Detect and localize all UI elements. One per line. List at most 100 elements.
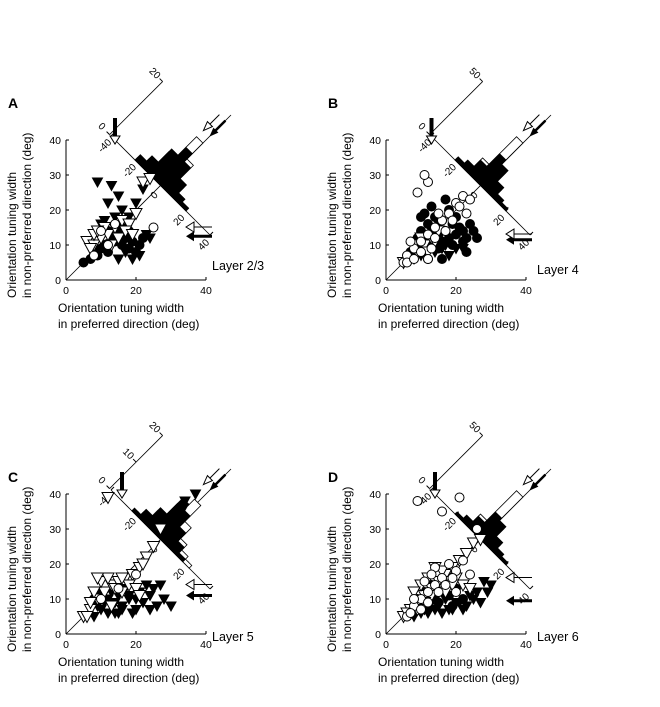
diff-tick-label: -20 xyxy=(441,516,459,534)
data-point-filled-triangle xyxy=(144,233,156,245)
y-tick-label: 0 xyxy=(55,629,61,641)
data-point-filled-circle xyxy=(416,212,426,222)
data-point-filled-triangle xyxy=(165,601,177,613)
hist-mean-open-arrow-head xyxy=(522,120,534,132)
layer-label: Layer 2/3 xyxy=(212,259,264,273)
data-point-open-triangle xyxy=(115,572,129,586)
x-tick-label: 0 xyxy=(63,285,69,297)
data-point-open-triangle xyxy=(111,232,126,246)
data-point-filled-triangle xyxy=(474,598,487,609)
hist-bar-filled xyxy=(166,178,188,199)
y-axis-label-line: Orientation tuning width xyxy=(325,172,339,298)
data-point-open-circle xyxy=(440,226,451,236)
panel-letter: B xyxy=(328,95,338,111)
x-axis-label: in preferred direction (deg) xyxy=(58,317,199,331)
y-axis-label-line: Orientation tuning width xyxy=(325,526,339,652)
data-point-open-triangle xyxy=(459,548,474,561)
data-point-filled-triangle xyxy=(450,598,462,609)
x-axis-label: Orientation tuning width xyxy=(378,655,504,669)
pref-mean-arrow-head xyxy=(429,489,441,499)
count-tick-mark xyxy=(159,432,163,436)
hist-bar-filled xyxy=(492,547,505,560)
hist-bar-filled xyxy=(175,552,186,563)
data-point-open-circle xyxy=(465,569,475,580)
diff-tick-mark xyxy=(110,486,115,491)
x-axis-label: in preferred direction (deg) xyxy=(58,671,199,685)
data-point-open-triangle xyxy=(83,243,98,256)
data-point-filled-triangle xyxy=(457,244,469,255)
pref-mean-arrow-head xyxy=(116,489,128,499)
y-tick-label: 20 xyxy=(369,205,381,217)
x-tick-label: 0 xyxy=(383,639,389,651)
y-tick-label: 20 xyxy=(49,559,61,571)
nonpref-mean-arrow-open-head xyxy=(505,228,515,240)
count-tick-mark xyxy=(159,78,163,82)
data-point-open-circle xyxy=(110,219,120,229)
data-point-filled-triangle xyxy=(133,251,146,262)
count-axis xyxy=(429,435,483,489)
count-tick-mark xyxy=(426,485,430,489)
y-axis-label-line: in non-preferred direction (deg) xyxy=(340,487,354,652)
data-point-open-triangle xyxy=(129,583,143,596)
x-axis-label: Orientation tuning width xyxy=(378,301,504,315)
data-point-filled-triangle xyxy=(126,254,139,266)
data-point-open-circle xyxy=(465,194,475,205)
data-point-open-triangle xyxy=(463,583,477,596)
diff-tick-mark xyxy=(529,585,534,590)
data-point-filled-triangle xyxy=(485,580,497,592)
data-point-open-triangle xyxy=(80,611,94,624)
panel-letter: C xyxy=(8,469,18,485)
x-axis-label: in preferred direction (deg) xyxy=(378,317,519,331)
x-tick-label: 20 xyxy=(130,639,142,651)
data-point-open-circle xyxy=(423,254,433,264)
y-tick-label: 20 xyxy=(49,205,61,217)
data-point-open-triangle xyxy=(132,590,147,603)
data-point-filled-triangle xyxy=(158,594,170,606)
hist-bar-filled xyxy=(479,163,509,193)
diff-tick-label: -20 xyxy=(441,162,459,180)
data-point-filled-triangle xyxy=(147,584,160,595)
data-point-filled-triangle xyxy=(130,198,142,210)
hist-bar-filled xyxy=(473,153,507,187)
data-point-open-triangle xyxy=(83,597,98,610)
data-point-open-circle xyxy=(412,187,423,198)
x-tick-label: 20 xyxy=(130,285,142,297)
count-tick-mark xyxy=(426,131,430,135)
hist-mean-arrow-head xyxy=(209,481,219,491)
data-point-filled-triangle xyxy=(112,608,125,620)
data-point-open-circle xyxy=(447,573,458,583)
data-point-open-circle xyxy=(423,587,433,597)
y-tick-label: 30 xyxy=(49,524,61,536)
data-point-filled-triangle xyxy=(119,247,132,259)
data-point-open-circle xyxy=(454,201,465,212)
nonpref-mean-arrow-open-head xyxy=(185,578,195,591)
layer-label: Layer 6 xyxy=(537,630,579,644)
data-point-filled-triangle xyxy=(478,577,490,588)
data-point-open-triangle xyxy=(136,176,150,190)
pref-mean-arrow-head xyxy=(109,135,121,145)
data-point-filled-triangle xyxy=(457,605,469,616)
data-point-open-circle xyxy=(447,215,458,226)
count-axis xyxy=(109,81,163,135)
data-point-open-circle xyxy=(437,506,447,517)
data-point-open-circle xyxy=(103,240,113,250)
data-point-open-circle xyxy=(416,236,426,247)
data-point-filled-triangle xyxy=(91,177,104,189)
data-point-open-circle xyxy=(113,583,124,594)
data-point-filled-triangle xyxy=(450,244,462,255)
data-point-filled-triangle xyxy=(144,591,156,602)
data-point-filled-triangle xyxy=(144,605,156,616)
hist-mean-open-arrow-head xyxy=(522,474,534,486)
hist-mean-arrow-head xyxy=(529,127,539,137)
data-point-open-circle xyxy=(426,569,437,580)
y-tick-label: 30 xyxy=(369,170,381,182)
data-point-open-triangle xyxy=(143,173,157,186)
data-point-filled-triangle xyxy=(112,254,125,266)
data-point-filled-triangle xyxy=(436,608,448,620)
panel-letter: A xyxy=(8,95,18,111)
data-point-open-circle xyxy=(433,587,444,597)
data-point-open-circle xyxy=(148,222,159,233)
data-point-open-circle xyxy=(96,594,106,604)
hist-mean-arrow-head xyxy=(529,481,539,491)
